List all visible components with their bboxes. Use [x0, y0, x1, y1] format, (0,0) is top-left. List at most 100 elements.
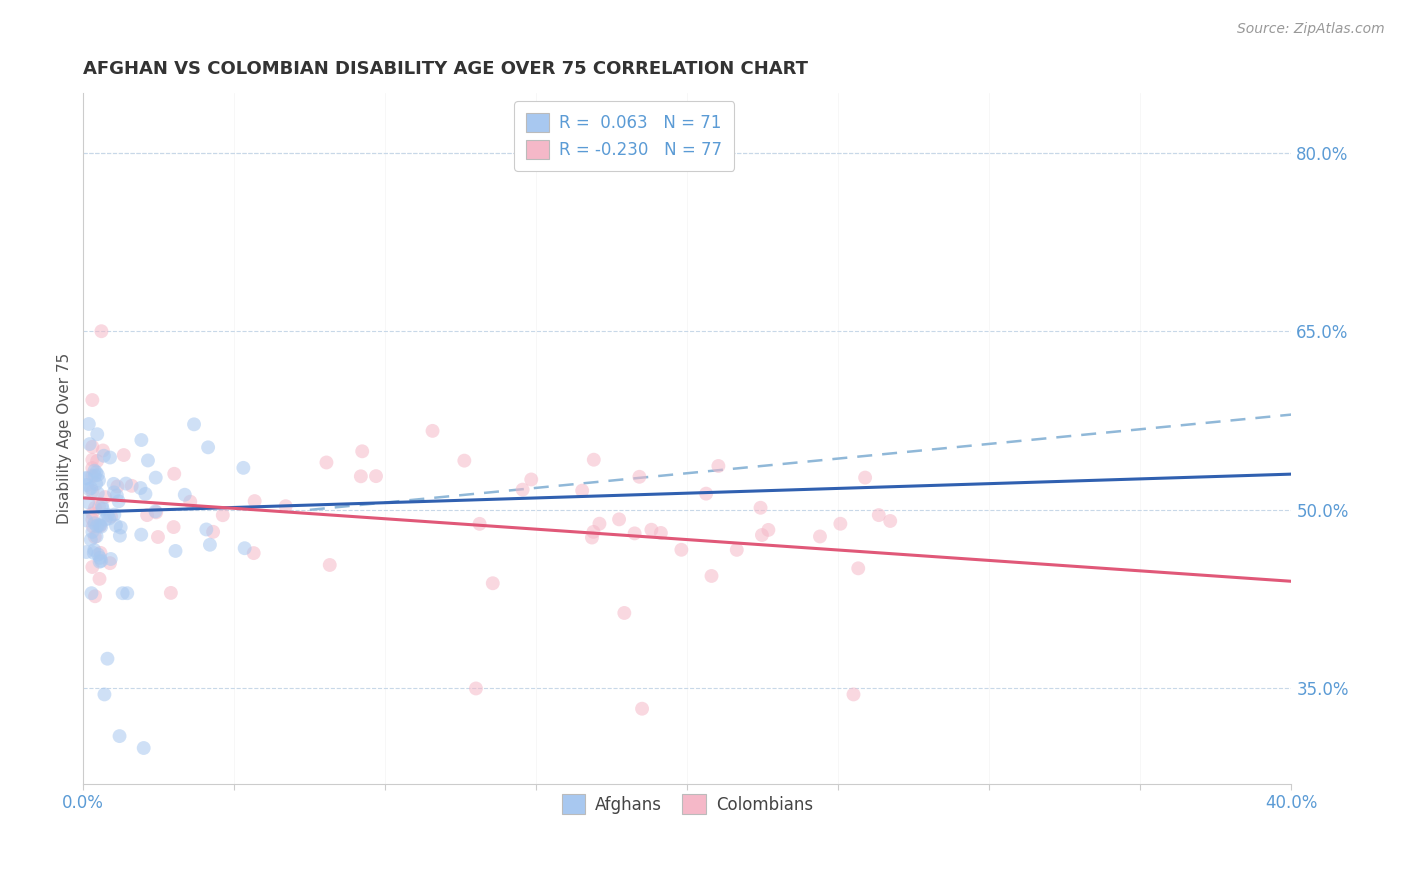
Point: [108, 729, 131, 743]
Point: [91, 499, 114, 513]
Point: [588, 516, 610, 531]
Point: [111, 586, 134, 600]
Point: [82, 519, 104, 533]
Point: [243, 494, 266, 508]
Point: [352, 444, 374, 458]
Point: [512, 483, 534, 497]
Point: [808, 529, 831, 543]
Point: [83, 530, 105, 544]
Point: [86, 529, 108, 543]
Y-axis label: Disability Age Over 75: Disability Age Over 75: [58, 352, 72, 524]
Point: [80, 533, 103, 547]
Point: [198, 538, 221, 552]
Point: [77, 417, 100, 431]
Point: [108, 529, 131, 543]
Point: [179, 494, 201, 508]
Point: [83, 464, 105, 478]
Point: [82, 452, 104, 467]
Point: [93, 449, 115, 463]
Point: [98, 450, 121, 465]
Point: [89, 550, 111, 565]
Point: [77, 482, 100, 496]
Point: [75, 472, 97, 486]
Point: [628, 470, 651, 484]
Point: [695, 486, 717, 500]
Point: [103, 508, 125, 522]
Point: [98, 511, 121, 525]
Point: [87, 486, 110, 500]
Point: [145, 470, 167, 484]
Point: [173, 488, 195, 502]
Point: [104, 518, 127, 533]
Point: [82, 507, 104, 521]
Point: [89, 572, 111, 586]
Point: [77, 495, 100, 509]
Point: [84, 466, 107, 480]
Point: [93, 687, 115, 701]
Point: [481, 576, 503, 591]
Legend: Afghans, Colombians: Afghans, Colombians: [553, 784, 823, 823]
Point: [96, 651, 118, 665]
Point: [80, 481, 103, 495]
Point: [131, 433, 153, 447]
Point: [465, 681, 488, 696]
Point: [83, 543, 105, 558]
Point: [453, 453, 475, 467]
Point: [751, 528, 773, 542]
Point: [84, 589, 107, 603]
Point: [607, 512, 630, 526]
Point: [87, 548, 110, 562]
Point: [364, 469, 387, 483]
Point: [211, 508, 233, 523]
Point: [86, 454, 108, 468]
Point: [115, 476, 138, 491]
Point: [846, 561, 869, 575]
Point: [671, 542, 693, 557]
Point: [582, 524, 605, 539]
Point: [146, 530, 169, 544]
Point: [105, 479, 128, 493]
Point: [91, 443, 114, 458]
Point: [160, 586, 183, 600]
Point: [94, 490, 117, 504]
Point: [132, 741, 155, 756]
Point: [163, 467, 186, 481]
Point: [725, 542, 748, 557]
Point: [868, 508, 890, 522]
Point: [83, 516, 105, 531]
Point: [84, 476, 107, 491]
Point: [197, 441, 219, 455]
Point: [87, 473, 110, 487]
Point: [613, 606, 636, 620]
Point: [83, 468, 105, 483]
Point: [879, 514, 901, 528]
Point: [842, 687, 865, 701]
Point: [82, 524, 104, 539]
Point: [80, 586, 103, 600]
Point: [89, 519, 111, 533]
Point: [707, 458, 730, 473]
Point: [165, 544, 187, 558]
Point: [91, 501, 114, 516]
Point: [853, 470, 876, 484]
Point: [623, 526, 645, 541]
Point: [129, 481, 152, 495]
Point: [232, 460, 254, 475]
Point: [100, 552, 122, 566]
Point: [571, 483, 593, 498]
Point: [183, 417, 205, 432]
Point: [89, 546, 111, 560]
Point: [82, 560, 104, 574]
Point: [75, 471, 97, 485]
Point: [202, 524, 225, 539]
Point: [830, 516, 852, 531]
Point: [103, 485, 125, 500]
Point: [162, 520, 184, 534]
Point: [145, 504, 167, 518]
Point: [83, 546, 105, 560]
Point: [758, 523, 780, 537]
Point: [75, 545, 97, 559]
Point: [82, 461, 104, 475]
Point: [640, 523, 662, 537]
Point: [242, 546, 264, 560]
